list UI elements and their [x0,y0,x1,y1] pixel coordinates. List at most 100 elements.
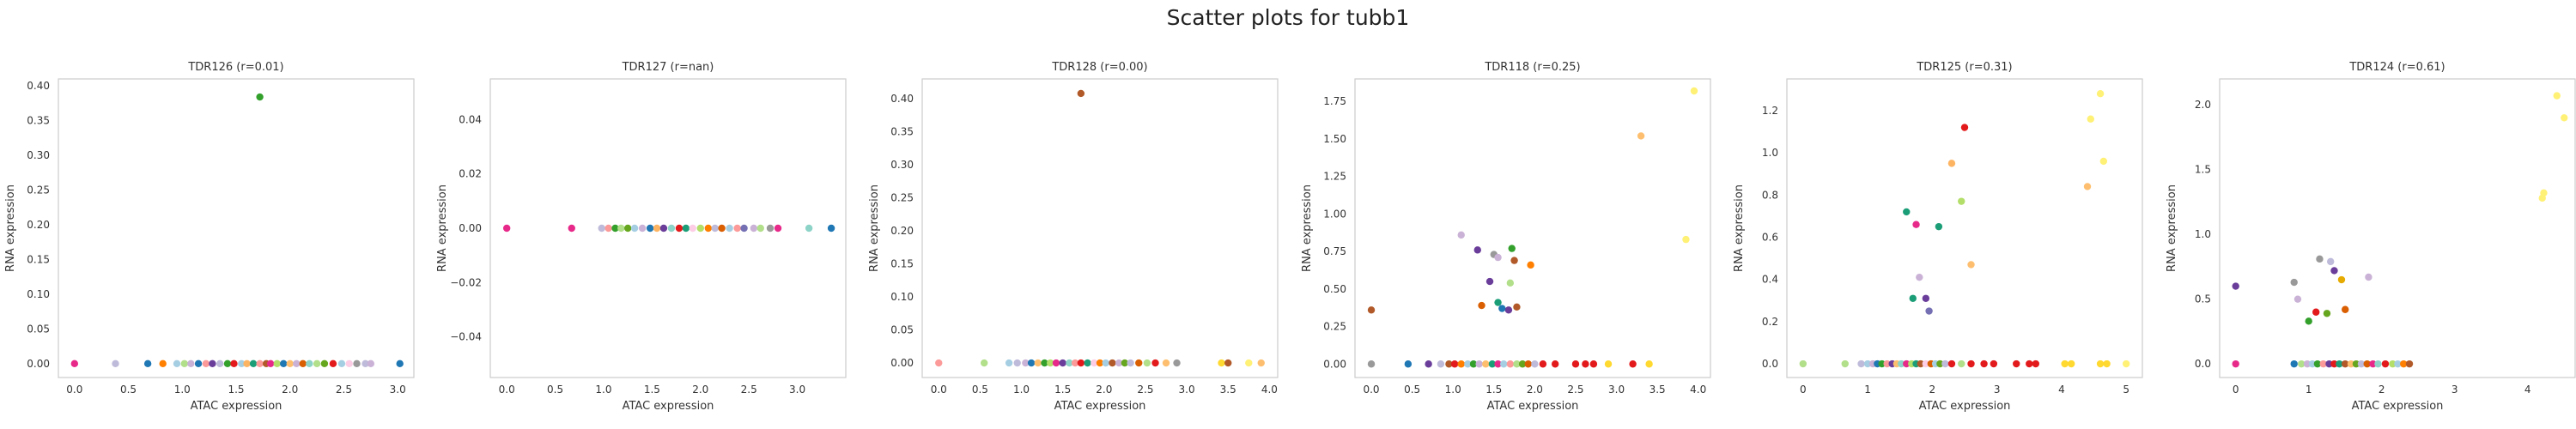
data-point [1527,261,1534,269]
data-point [367,360,375,368]
x-tick-label: 0.0 [931,384,947,396]
data-point [2374,360,2382,368]
data-point [1903,208,1911,216]
data-point [1096,359,1104,367]
y-tick-label: 0.10 [27,288,50,300]
data-point [1863,360,1872,368]
data-point [750,224,758,233]
data-point [1513,303,1521,311]
y-axis-label: RNA expression [868,184,881,272]
figure-title: Scatter plots for tubb1 [1166,5,1410,30]
data-point [143,360,152,368]
data-point [2316,255,2324,263]
data-point [2319,360,2327,368]
x-tick-label: 1.5 [1054,384,1071,396]
data-point [243,360,251,368]
x-tick-label: 0.5 [972,384,988,396]
data-point [696,224,704,233]
x-tick-label: 1.5 [1485,384,1502,396]
y-tick-label: 0.40 [27,80,50,92]
y-tick-label: 0.6 [1762,231,1778,243]
data-point [623,224,632,233]
data-point [1531,360,1539,368]
x-tick-label: 3 [1994,384,2001,396]
data-point [1162,359,1170,367]
data-point [1916,273,1923,281]
data-point [1841,360,1849,368]
x-axis-label: ATAC expression [1487,400,1579,413]
data-point [353,360,361,368]
data-point [396,360,404,368]
data-point [568,224,575,233]
data-point [2323,310,2331,317]
data-point [209,360,216,368]
data-point [173,360,181,368]
x-axis-label: ATAC expression [1054,400,1146,413]
data-point [2290,360,2298,368]
data-point [2087,115,2094,123]
data-point [1947,160,1956,167]
data-point [1637,132,1645,140]
y-tick-label: 0.15 [27,253,50,265]
y-tick-label: 0.00 [459,222,482,234]
data-point [766,224,775,233]
data-point [1173,359,1181,367]
y-tick-label: 1.00 [1323,208,1346,220]
data-point [256,93,264,101]
data-point [638,224,647,233]
data-point [1922,294,1930,302]
data-point [1127,359,1134,367]
data-point [1425,360,1432,368]
y-tick-label: 0.05 [890,324,914,336]
data-point [1109,359,1116,367]
y-tick-label: 0.40 [890,93,914,105]
y-tick-label: 0.20 [890,225,914,237]
data-point [689,224,696,233]
data-point [2083,183,2092,190]
data-point [1005,359,1013,367]
data-point [1571,360,1580,368]
panel-title: TDR124 (r=0.61) [2348,61,2445,74]
y-axis-label: RNA expression [2166,184,2178,272]
data-point [1506,360,1515,368]
x-tick-label: 2.0 [1527,384,1543,396]
data-point [2298,360,2306,368]
data-point [726,224,733,233]
x-tick-label: 2.5 [1137,384,1153,396]
data-point [1022,359,1030,367]
y-axis-label: RNA expression [436,184,449,272]
data-point [1084,359,1091,367]
x-tick-label: 2.5 [741,384,757,396]
data-point [1034,359,1042,367]
data-point [1958,197,1965,205]
data-point [320,360,329,368]
x-tick-label: 3.0 [390,384,406,396]
scatter-panel: TDR124 (r=0.61) 0 1 2 3 4 0.0 0.5 1.0 1.5 2.0 ATAC … [2166,61,2576,413]
data-point [1898,360,1905,368]
y-axis-label: RNA expression [1301,184,1314,272]
data-point [981,359,988,367]
data-point [238,360,246,368]
data-point [617,224,625,233]
data-point [659,224,668,233]
y-tick-label: 0.8 [1762,189,1778,201]
data-point [2330,267,2338,275]
data-point [1990,360,1998,368]
y-tick-label: 0.0 [2195,358,2211,370]
x-tick-label: 0 [1800,384,1807,396]
data-point [1504,306,1513,314]
data-point [2381,360,2390,368]
plot-frame [2219,78,2576,378]
data-point [1457,360,1465,368]
data-point [1052,359,1060,367]
data-point [1494,253,1502,262]
panel-title: TDR125 (r=0.31) [1916,61,2012,74]
x-tick-label: 2.0 [282,384,298,396]
data-point [1077,359,1085,367]
data-point [2032,360,2039,368]
data-point [598,224,605,233]
data-point [2357,360,2366,368]
x-tick-label: 0.0 [66,384,82,396]
data-point [2327,257,2335,266]
x-tick-label: 1.5 [644,384,660,396]
